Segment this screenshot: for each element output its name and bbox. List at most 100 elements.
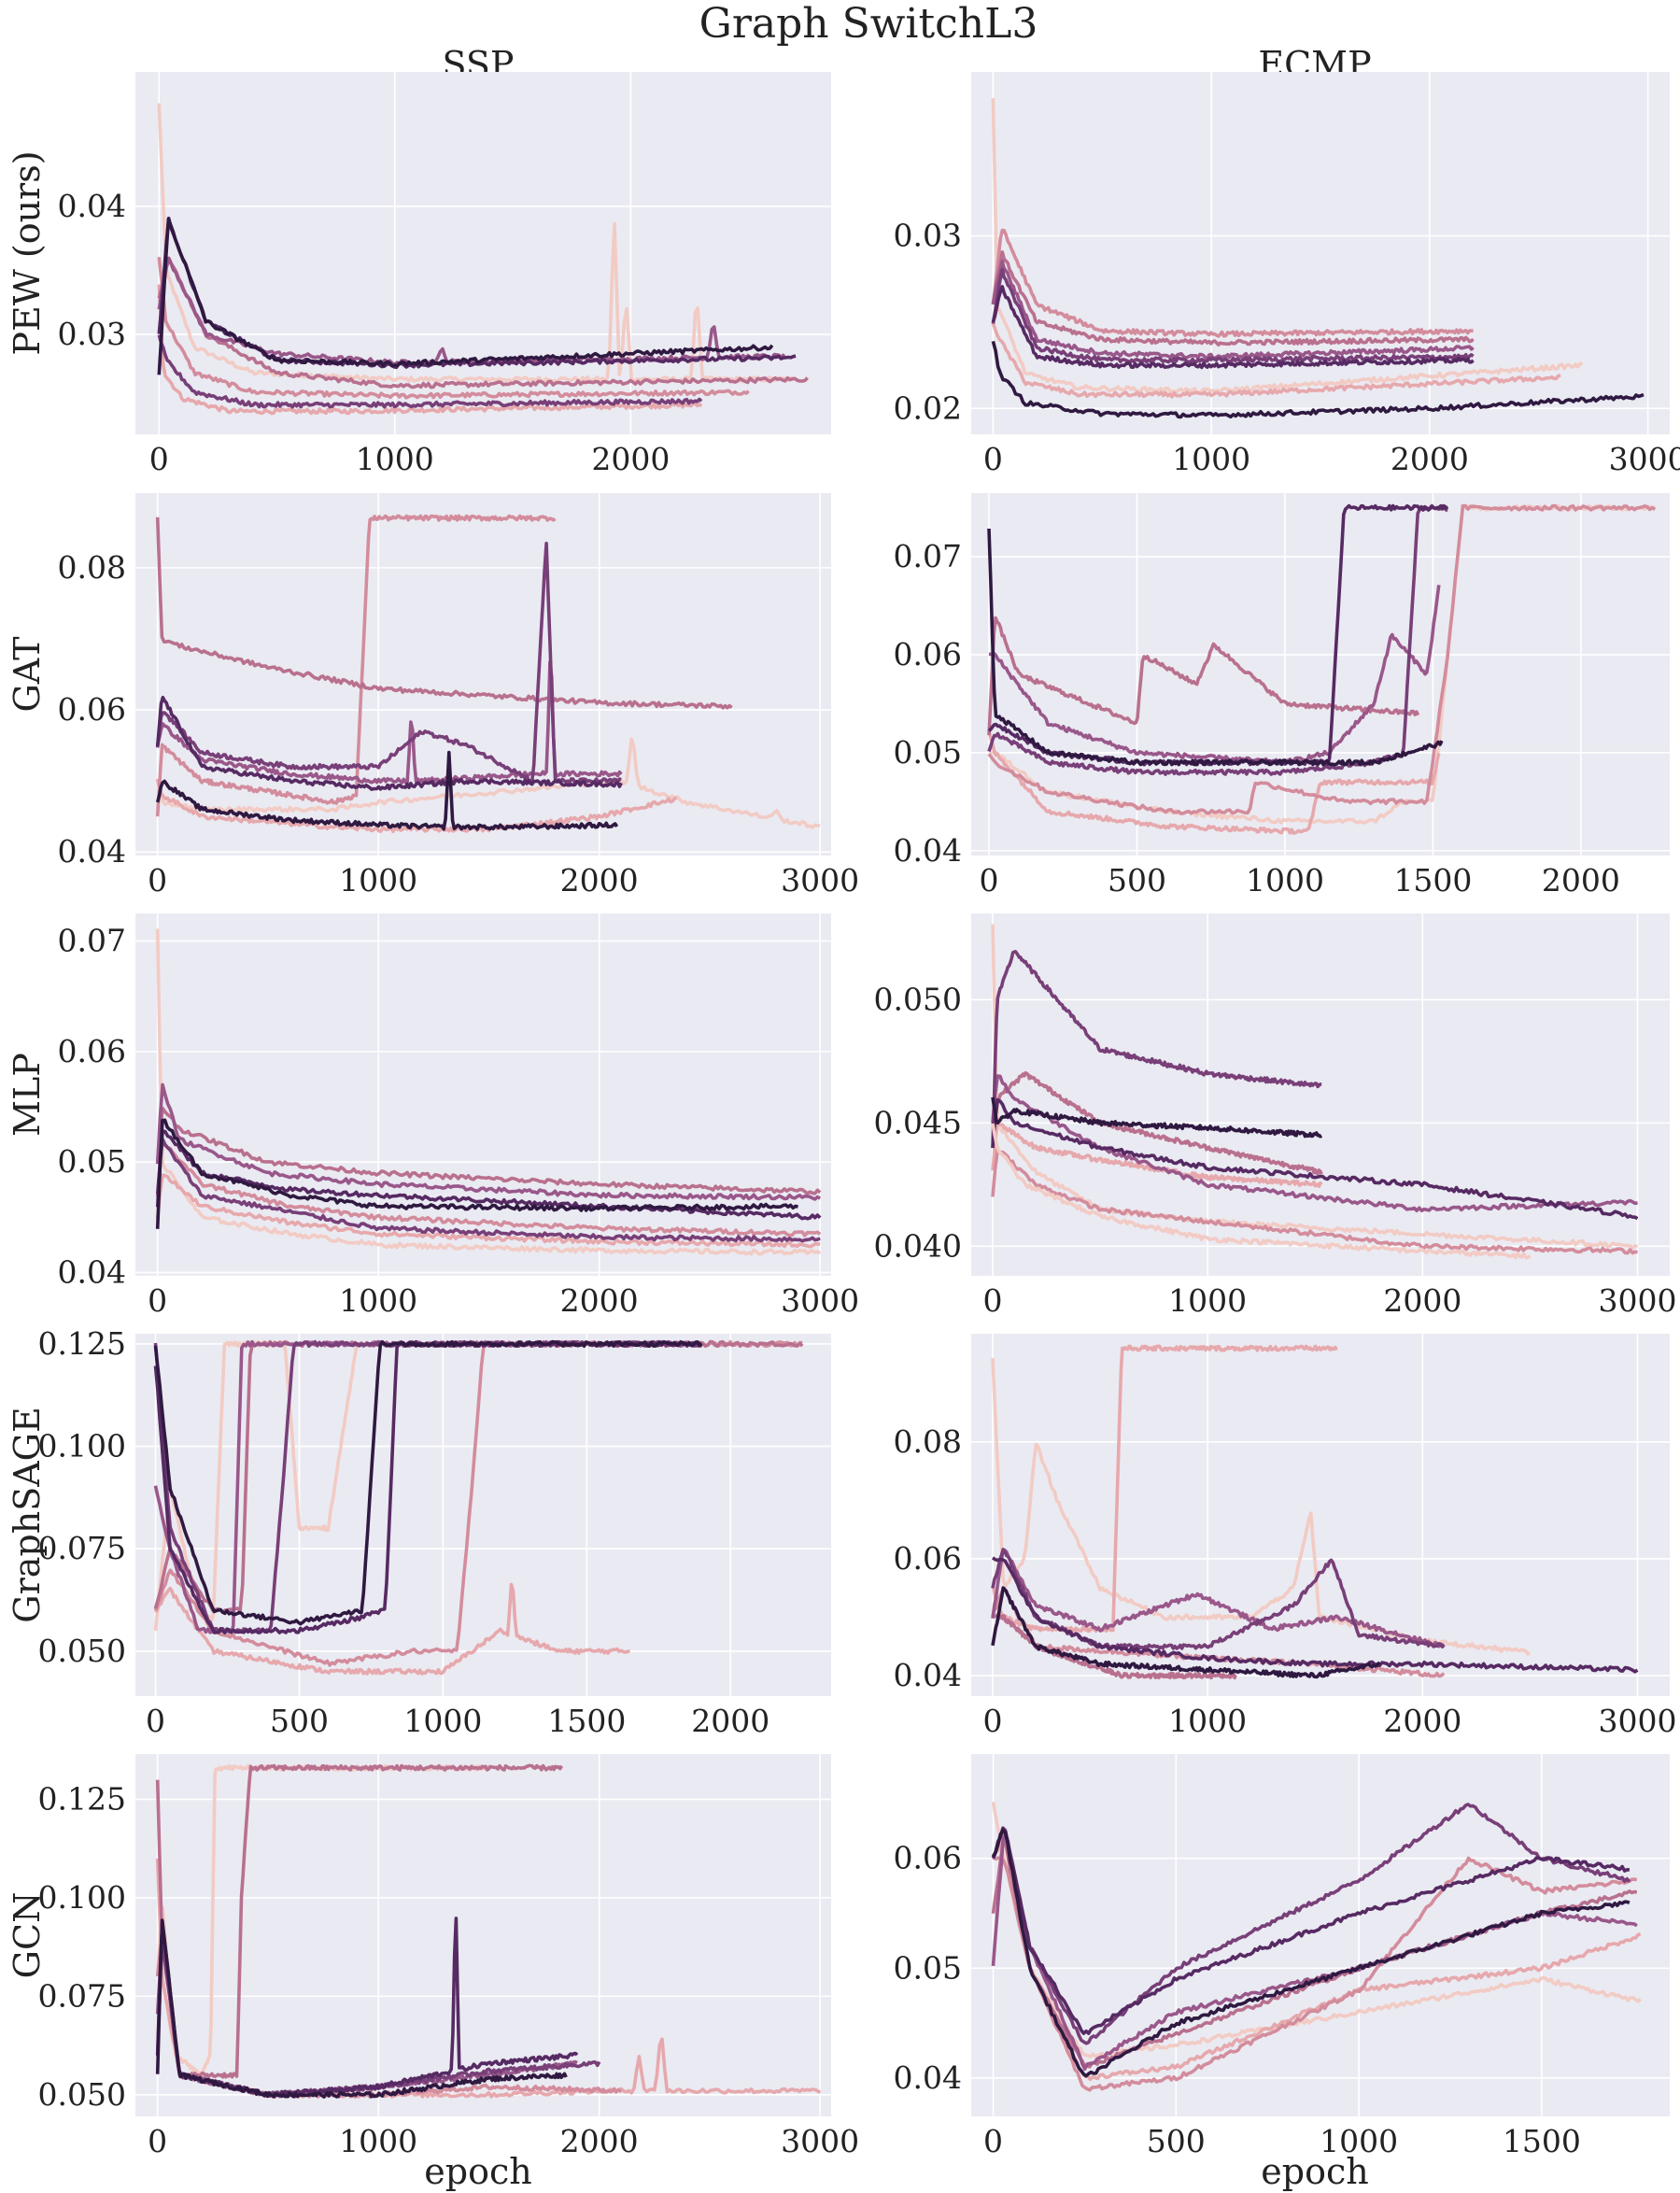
x-tick-label: 3000 <box>1598 1703 1676 1739</box>
x-tick-label: 1000 <box>1320 2123 1398 2159</box>
y-tick-label: 0.05 <box>58 1143 126 1180</box>
row-label-graphsage: GraphSAGE <box>7 1407 48 1623</box>
x-tick-label: 3000 <box>781 1282 859 1319</box>
series-line <box>991 259 1475 361</box>
x-tick-label: 1000 <box>403 1703 482 1739</box>
series-line <box>991 1548 1446 1648</box>
y-tick-label: 0.125 <box>38 1325 126 1362</box>
y-tick-label: 0.05 <box>894 734 962 771</box>
y-tick-label: 0.075 <box>38 1977 126 2014</box>
subplot-graphsage-ecmp: 0 1000 2000 3000 0.04 0.06 0.08 <box>894 1334 1676 1739</box>
y-tick-label: 0.03 <box>894 218 962 254</box>
x-tick-label: 1000 <box>1172 441 1250 477</box>
y-tick-label: 0.05 <box>894 1949 962 1986</box>
series-group <box>987 503 1657 835</box>
series-line <box>991 228 1474 338</box>
x-tick-label: 0 <box>149 441 169 477</box>
x-tick-label: 0 <box>983 441 1003 477</box>
series-line <box>155 928 822 1256</box>
y-tick-label: 0.04 <box>894 1657 962 1693</box>
x-tick-label: 2000 <box>1542 862 1620 898</box>
series-line <box>991 1826 1630 2035</box>
series-line <box>155 737 821 829</box>
x-tick-label: 500 <box>1147 2123 1206 2159</box>
y-tick-label: 0.050 <box>38 1633 126 1669</box>
x-tick-label: 1500 <box>547 1703 626 1739</box>
series-group <box>153 1339 804 1676</box>
series-line <box>987 503 1657 815</box>
series-line <box>155 1763 564 2079</box>
series-line <box>157 284 703 416</box>
series-line <box>991 1148 1639 1255</box>
x-tick-label: 1000 <box>1168 1703 1247 1739</box>
series-line <box>991 1096 1323 1139</box>
y-tick-label: 0.04 <box>58 1253 126 1290</box>
y-tick-label: 0.050 <box>38 2076 126 2113</box>
series-line <box>991 322 1561 399</box>
x-tick-label: 1000 <box>339 1282 417 1319</box>
x-tick-label: 2000 <box>560 2123 639 2159</box>
row-label-gat: GAT <box>7 636 48 712</box>
x-tick-label: 0 <box>980 862 999 898</box>
y-tick-label: 0.125 <box>38 1781 126 1818</box>
y-tick-label: 0.050 <box>874 981 962 1017</box>
y-tick-label: 0.100 <box>38 1428 126 1464</box>
series-line <box>991 1071 1323 1176</box>
x-tick-label: 0 <box>146 1703 165 1739</box>
y-tick-label: 0.08 <box>894 1423 962 1460</box>
series-group <box>155 514 821 833</box>
y-tick-label: 0.045 <box>874 1104 962 1140</box>
subplot-mlp-ecmp: 0 1000 2000 3000 0.040 0.045 0.050 <box>874 913 1676 1319</box>
subplot-pew-ours-ssp: 0 1000 2000 0.03 0.04 PEW (ours) <box>7 72 831 477</box>
x-tick-label: 3000 <box>781 862 859 898</box>
series-line <box>155 1118 799 1229</box>
x-tick-label: 0 <box>148 1282 167 1319</box>
x-tick-label: 1500 <box>1393 862 1472 898</box>
series-line <box>991 924 1639 1250</box>
series-line <box>987 528 1444 767</box>
series-line <box>155 1138 821 1243</box>
series-line <box>991 1802 1642 2059</box>
x-tick-label: 0 <box>983 2123 1003 2159</box>
x-tick-label: 2000 <box>1383 1282 1461 1319</box>
series-line <box>991 1098 1639 1221</box>
series-line <box>991 267 1475 364</box>
y-tick-label: 0.07 <box>58 923 126 959</box>
x-tick-label: 3000 <box>781 2123 859 2159</box>
plot-background <box>135 1754 831 2116</box>
series-line <box>157 217 774 375</box>
series-group <box>991 924 1639 1260</box>
series-group <box>157 103 810 416</box>
subplot-gcn-ssp: 0 1000 2000 3000 0.050 0.075 0.100 0.125 GCN <box>7 1754 859 2159</box>
x-tick-label: 0 <box>148 862 167 898</box>
series-line <box>155 1129 822 1221</box>
plot-background <box>135 1334 831 1696</box>
series-line <box>155 514 557 817</box>
series-line <box>991 340 1645 419</box>
x-tick-label: 500 <box>1108 862 1166 898</box>
x-tick-label: 2000 <box>691 1703 769 1739</box>
y-tick-label: 0.04 <box>894 832 962 869</box>
subplot-grid: 0 1000 2000 0.03 0.04 PEW (ours) 0 1000 2000 3000… <box>7 72 1680 2159</box>
x-tick-label: 0 <box>983 1703 1003 1739</box>
series-group <box>991 1344 1639 1680</box>
series-group <box>991 98 1645 419</box>
series-line <box>155 750 619 831</box>
row-label-mlp: MLP <box>7 1053 48 1137</box>
plot-background <box>971 72 1670 434</box>
plot-background <box>135 72 831 434</box>
series-line <box>155 516 733 710</box>
series-line <box>987 730 1441 835</box>
plot-background <box>135 493 831 856</box>
x-tick-label: 1000 <box>339 862 417 898</box>
series-line <box>155 542 622 785</box>
subplot-gat-ecmp: 0 500 1000 1500 2000 0.04 0.05 0.06 0.07 <box>894 493 1670 898</box>
plot-background <box>971 913 1670 1276</box>
y-tick-label: 0.040 <box>874 1227 962 1264</box>
series-group <box>155 1763 822 2099</box>
series-line <box>155 1138 822 1238</box>
y-tick-label: 0.08 <box>58 549 126 586</box>
x-tick-label: 2000 <box>591 441 670 477</box>
series-line <box>155 778 678 833</box>
